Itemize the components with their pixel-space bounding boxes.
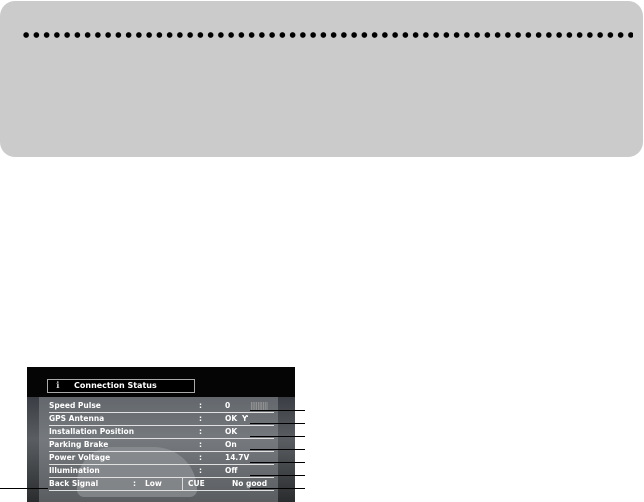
cue-label: CUE	[182, 477, 205, 490]
background-car-image	[77, 447, 197, 497]
row-label: Speed Pulse	[49, 401, 101, 410]
dotted-divider	[21, 31, 633, 39]
row-value: 0	[225, 401, 231, 410]
callout-line	[250, 475, 305, 476]
separator: :	[199, 466, 202, 475]
back-signal-value: Low	[145, 479, 162, 488]
screen-title-bar: ℹ Connection Status	[47, 379, 195, 393]
separator: :	[199, 414, 202, 423]
status-row-power-voltage: Power Voltage : 14.7V	[49, 451, 274, 465]
status-row-installation-position: Installation Position : OK	[49, 425, 274, 439]
section-banner	[0, 1, 643, 157]
status-row-illumination: Illumination : Off	[49, 464, 274, 478]
info-icon: ℹ	[56, 381, 60, 391]
pulse-meter-icon: ||||||||||	[250, 401, 268, 410]
callout-line	[250, 462, 305, 463]
status-panel: Speed Pulse : 0 |||||||||| GPS Antenna :…	[39, 397, 278, 502]
callout-line	[0, 488, 48, 489]
status-row-gps-antenna: GPS Antenna : OK Ƴ	[49, 412, 274, 426]
status-row-parking-brake: Parking Brake : On	[49, 438, 274, 452]
row-value: OK	[225, 414, 238, 423]
antenna-icon: Ƴ	[242, 414, 248, 423]
callout-line	[250, 423, 305, 424]
callout-line	[250, 488, 305, 489]
row-label: Back Signal	[49, 479, 99, 488]
row-value: Off	[225, 466, 238, 475]
cue-value: No good	[232, 479, 268, 488]
separator: :	[133, 479, 136, 488]
callout-line	[250, 449, 305, 450]
row-value: 14.7V	[225, 453, 250, 462]
connection-status-screen: ℹ Connection Status Speed Pulse : 0 ||||…	[27, 367, 295, 502]
row-label: Illumination	[49, 466, 100, 475]
row-value: On	[225, 440, 237, 449]
row-label: GPS Antenna	[49, 414, 105, 423]
status-row-back-signal: Back Signal : Low CUE No good	[49, 477, 274, 491]
callout-line	[250, 436, 305, 437]
row-label: Installation Position	[49, 427, 135, 436]
separator: :	[199, 440, 202, 449]
status-row-speed-pulse: Speed Pulse : 0 ||||||||||	[49, 399, 274, 413]
row-label: Parking Brake	[49, 440, 109, 449]
separator: :	[199, 427, 202, 436]
row-value: OK	[225, 427, 238, 436]
callout-line	[250, 410, 305, 411]
separator: :	[199, 453, 202, 462]
screen-title: Connection Status	[74, 381, 157, 390]
separator: :	[199, 401, 202, 410]
row-label: Power Voltage	[49, 453, 111, 462]
